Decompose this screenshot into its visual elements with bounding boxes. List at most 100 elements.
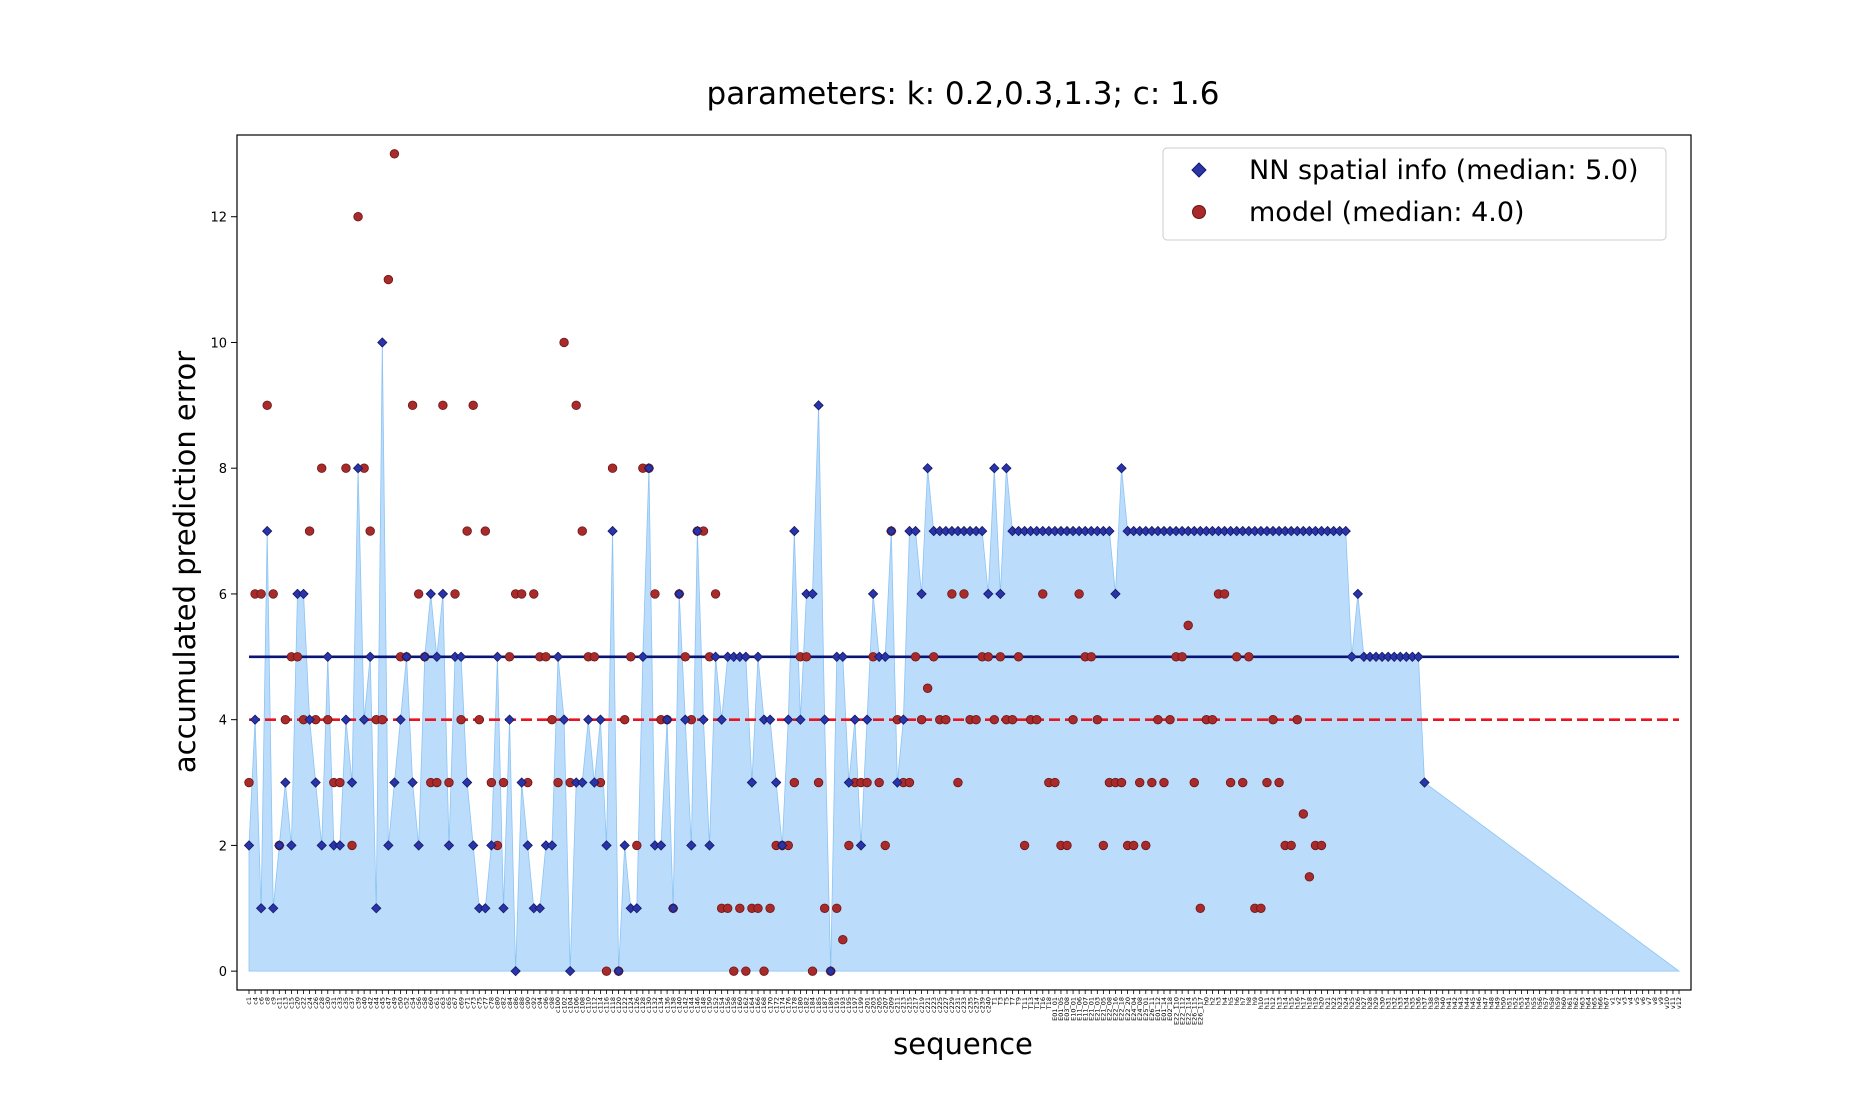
model-point (832, 903, 842, 913)
x-tick-label: T11 (1021, 997, 1029, 1010)
model-point (1074, 589, 1084, 599)
x-tick-label: h63 (1578, 997, 1586, 1009)
model-point (559, 337, 569, 348)
x-tick-label: c166 (754, 997, 762, 1013)
x-tick-label: h57 (1542, 997, 1550, 1009)
x-tick-label: h8 (1245, 997, 1253, 1005)
x-tick-label: c104 (566, 997, 574, 1013)
nn-point (340, 714, 352, 725)
x-tick-label: E22_20 (1124, 997, 1132, 1021)
x-tick-label: v9 (1657, 997, 1665, 1005)
nn-point (607, 525, 618, 537)
x-tick-label: E22_08 (1106, 997, 1114, 1021)
model-point (759, 966, 769, 976)
x-tick-label: T14 (1033, 997, 1041, 1010)
model-point (1268, 714, 1278, 725)
x-tick-label: c49 (391, 997, 399, 1009)
x-tick-label: h42 (1451, 997, 1459, 1009)
nn-point (243, 840, 255, 851)
x-tick-label: v11 (1669, 997, 1677, 1009)
model-point (1225, 777, 1236, 788)
x-tick-label: c162 (742, 997, 750, 1013)
nn-point (322, 651, 333, 662)
x-tick-label: h15 (1287, 997, 1295, 1009)
x-tick-label: E22_112 (1178, 997, 1186, 1025)
x-tick-label: c39 (354, 997, 362, 1009)
model-point (680, 652, 690, 662)
model-point (589, 652, 600, 662)
x-tick-label: c199 (857, 997, 865, 1013)
x-tick-label: h3 (1215, 997, 1223, 1005)
model-point (1092, 714, 1103, 725)
nn-point (789, 525, 800, 537)
x-tick-label: c73 (469, 997, 477, 1009)
nn-point (577, 777, 588, 788)
x-tick-label: c185 (815, 997, 823, 1013)
model-point (1086, 652, 1096, 662)
model-point (468, 400, 478, 411)
model-point (1183, 620, 1193, 631)
x-tick-label: v12 (1675, 997, 1683, 1009)
x-tick-label: c56 (415, 997, 423, 1009)
model-point (1292, 714, 1302, 725)
model-point (553, 777, 563, 788)
x-tick-label: h67 (1602, 997, 1610, 1009)
x-tick-label: v2 (1615, 997, 1623, 1005)
x-tick-label: E26_115 (1190, 997, 1198, 1025)
nn-point (777, 840, 788, 851)
x-tick-label: c203 (869, 997, 877, 1013)
x-tick-label: c136 (663, 997, 671, 1013)
x-tick-label: h27 (1360, 997, 1368, 1009)
x-tick-label: E22_114 (1184, 997, 1192, 1025)
x-tick-label: E01_12 (1154, 997, 1162, 1021)
model-point (1050, 777, 1060, 788)
x-tick-label: c11 (276, 997, 284, 1009)
model-point (504, 652, 515, 662)
model-point (710, 589, 721, 599)
x-tick-label: v10 (1663, 997, 1671, 1009)
model-point (1238, 777, 1248, 788)
model-point (722, 903, 733, 913)
model-point (880, 840, 890, 851)
nn-point (861, 714, 873, 725)
model-point (904, 777, 915, 788)
x-tick-label: c223 (930, 997, 938, 1013)
nn-point (286, 840, 297, 851)
x-tick-label: c47 (385, 997, 393, 1009)
x-tick-label: h6 (1233, 997, 1241, 1005)
nn-point (849, 714, 861, 725)
x-tick-label: E01_01 (1051, 997, 1059, 1021)
x-tick-label: h48 (1487, 997, 1495, 1009)
plot-area: 0 2 4 6 8 10 12 c1c4c6c8c9c11c13c15c20c22c24c26… (210, 134, 1692, 1025)
x-tick-label: c78 (488, 997, 496, 1009)
x-tick-label: c184 (809, 997, 817, 1013)
model-point (438, 400, 448, 411)
model-point (1244, 652, 1254, 662)
nn-point (892, 777, 903, 788)
x-tick-label: c237 (972, 997, 980, 1013)
x-tick-label: h10 (1257, 997, 1265, 1009)
y-tick-label: 0 (219, 965, 227, 980)
x-tick-label: c100 (554, 997, 562, 1013)
x-tick-label: h40 (1439, 997, 1447, 1009)
nn-point (419, 651, 430, 662)
x-tick-label: h11 (1263, 997, 1271, 1009)
model-point (1159, 777, 1169, 788)
nn-point (486, 840, 497, 851)
x-tick-label: c176 (784, 997, 792, 1013)
model-point (407, 400, 418, 411)
nn-point (425, 588, 436, 600)
x-tick-label: c118 (609, 997, 617, 1013)
nn-point (686, 840, 697, 851)
x-tick-label: c219 (918, 997, 926, 1013)
x-tick-label: v1 (1609, 997, 1617, 1005)
x-tick-label: E21_01 (1087, 997, 1095, 1021)
model-point (1153, 714, 1163, 725)
x-tick-label: c82 (500, 997, 508, 1009)
x-tick-label: c187 (821, 997, 829, 1013)
model-point (432, 777, 442, 788)
x-tick-label: c235 (966, 997, 974, 1013)
nn-point (680, 714, 691, 725)
model-point (862, 777, 872, 788)
